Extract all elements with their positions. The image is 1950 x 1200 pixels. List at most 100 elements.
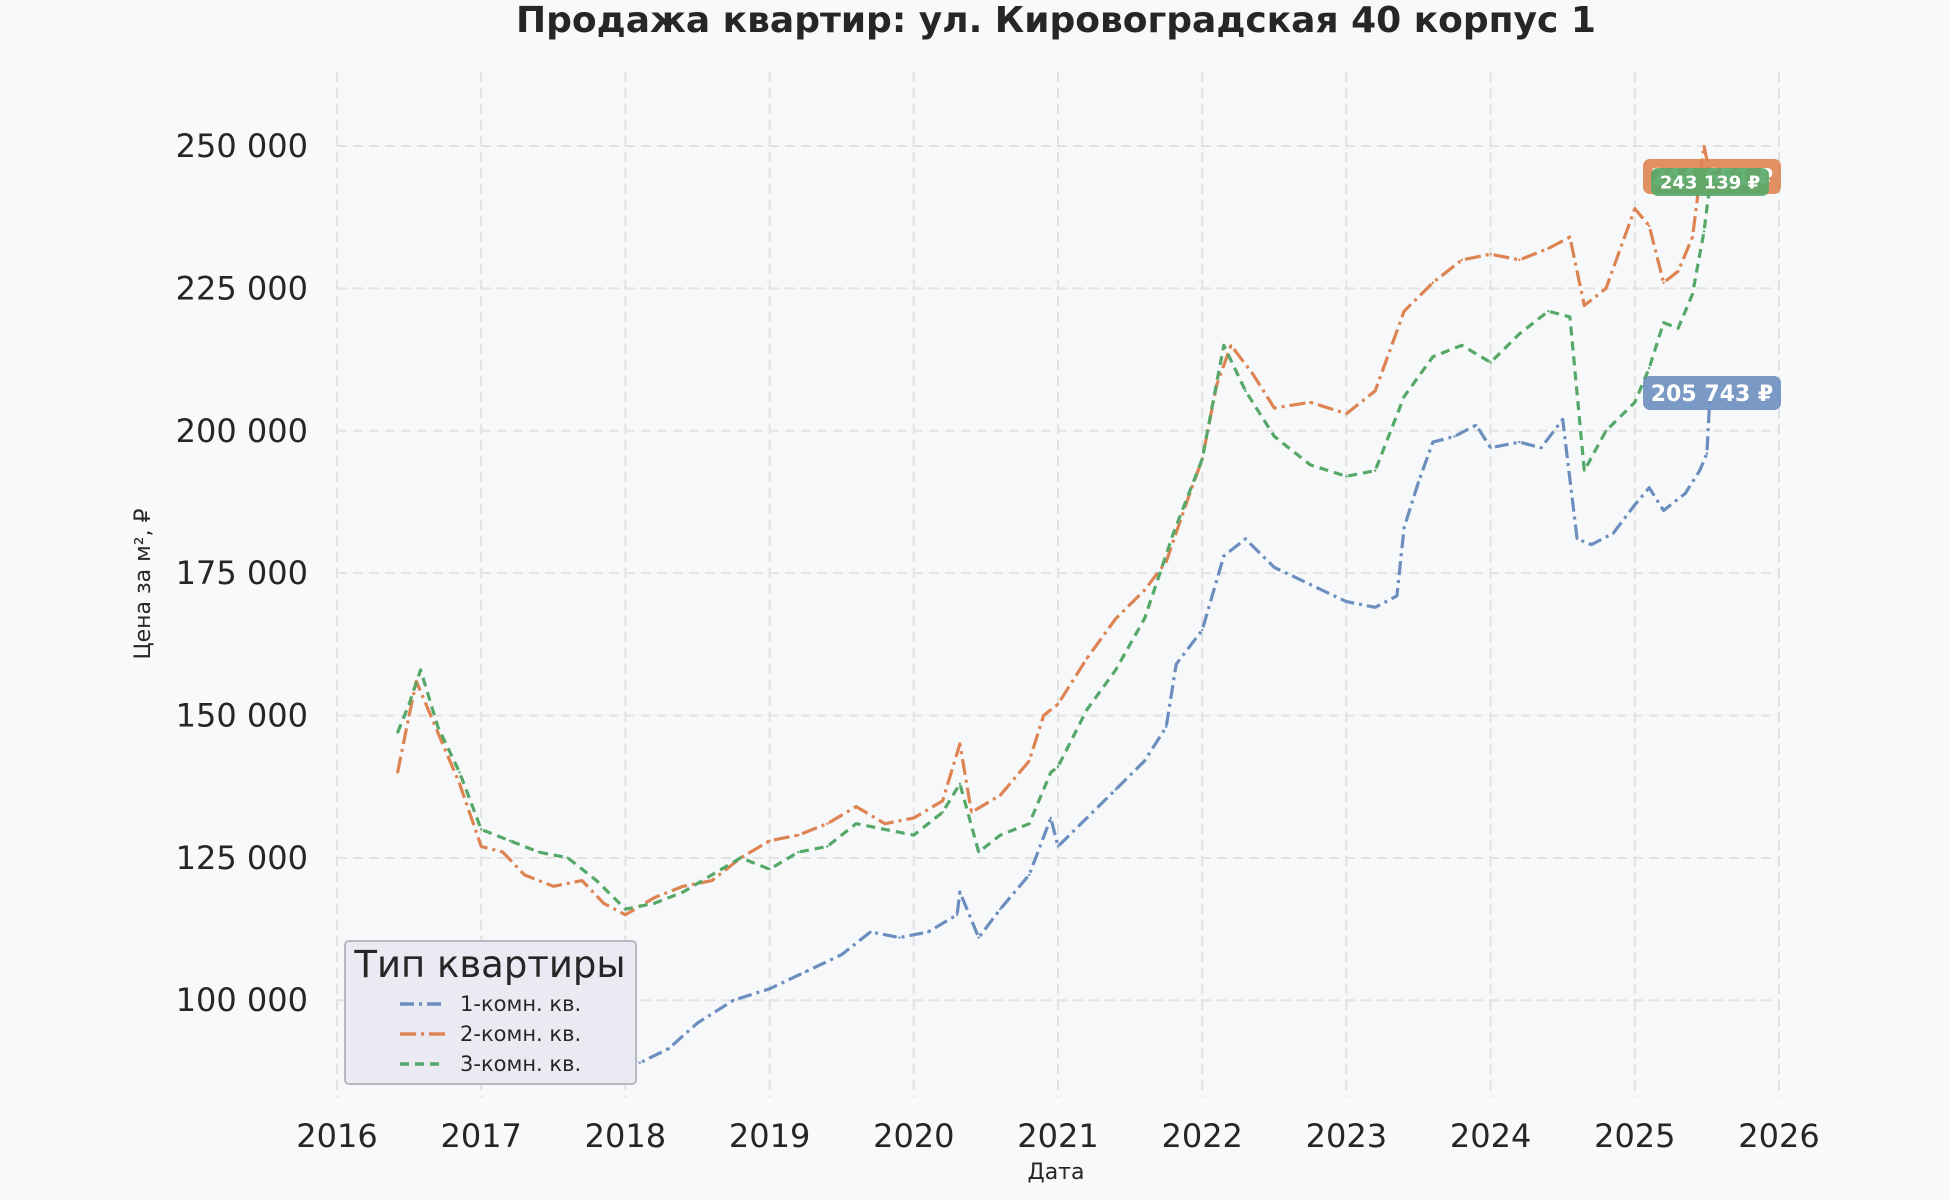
- data-point: [624, 913, 627, 916]
- data-point: [1431, 440, 1435, 444]
- data-point: [1633, 503, 1637, 506]
- data-point: [1684, 492, 1687, 495]
- end-value-label: 205 743 ₽: [1651, 382, 1773, 407]
- x-tick-label: 2024: [1450, 1117, 1531, 1155]
- end-value-badges: 244 651 ₽243 139 ₽205 743 ₽: [1643, 159, 1781, 410]
- data-point: [1028, 822, 1031, 825]
- data-point: [1309, 463, 1312, 467]
- data-point: [537, 850, 541, 854]
- data-point: [999, 833, 1002, 837]
- data-point: [523, 873, 526, 877]
- x-tick-label: 2016: [296, 1117, 377, 1155]
- data-point: [1028, 873, 1031, 877]
- data-point: [396, 771, 399, 774]
- data-point: [1345, 600, 1348, 603]
- data-point: [999, 794, 1002, 797]
- data-point: [1165, 725, 1168, 729]
- data-point: [566, 856, 569, 859]
- data-point: [624, 907, 627, 911]
- data-point: [1186, 497, 1190, 501]
- data-point: [458, 782, 461, 785]
- data-point: [436, 725, 440, 729]
- data-point: [1489, 361, 1492, 364]
- data-point: [941, 799, 944, 803]
- legend: Тип квартиры 1-комн. кв. 2-комн. кв. 3-к…: [344, 940, 637, 1085]
- data-point: [1705, 452, 1709, 455]
- data-point: [480, 828, 483, 831]
- data-point: [958, 742, 962, 746]
- tick-layer: 2016 2017 2018 2019 2020 2021 2022 2023 2024 2025…: [176, 127, 1820, 1155]
- data-point: [1374, 606, 1377, 609]
- data-point: [1244, 389, 1247, 393]
- data-point: [1056, 765, 1060, 768]
- x-tick-label: 2023: [1306, 1117, 1387, 1155]
- data-point: [854, 822, 858, 825]
- data-point: [1273, 566, 1276, 569]
- data-point: [407, 714, 411, 717]
- data-point: [1114, 788, 1117, 791]
- data-point: [1417, 480, 1420, 484]
- x-axis-label: Дата: [1028, 1160, 1085, 1185]
- data-point: [407, 702, 411, 706]
- data-point: [958, 890, 962, 894]
- data-point: [710, 873, 714, 877]
- data-point: [1085, 816, 1089, 820]
- data-point: [1590, 543, 1593, 546]
- data-point: [1702, 230, 1706, 233]
- y-tick-label: 150 000: [176, 696, 308, 734]
- data-point: [977, 936, 980, 939]
- x-tick-label: 2026: [1738, 1117, 1819, 1155]
- data-point: [1633, 207, 1637, 210]
- series-line-2-room: [396, 144, 1712, 917]
- data-point: [1547, 247, 1550, 250]
- data-point: [999, 907, 1002, 911]
- data-point: [1143, 589, 1146, 592]
- data-point: [958, 782, 962, 785]
- data-point: [681, 885, 685, 888]
- data-point: [458, 771, 461, 774]
- data-point: [1395, 594, 1399, 598]
- data-point: [1691, 235, 1694, 239]
- data-point: [840, 953, 843, 956]
- data-point: [1561, 418, 1564, 421]
- data-point: [696, 1021, 699, 1025]
- data-point: [797, 850, 800, 854]
- data-point: [804, 970, 807, 973]
- data-point: [826, 845, 829, 848]
- data-point: [1222, 344, 1226, 347]
- data-point: [1222, 554, 1226, 558]
- x-tick-label: 2025: [1594, 1117, 1675, 1155]
- data-point: [1489, 446, 1492, 449]
- data-point: [1648, 224, 1651, 227]
- data-point: [1604, 287, 1608, 290]
- data-point: [1273, 406, 1276, 410]
- y-tick-label: 225 000: [176, 269, 308, 307]
- x-tick-label: 2017: [440, 1117, 521, 1155]
- data-point: [1201, 628, 1204, 632]
- legend-label-2-room: 2-комн. кв.: [460, 1022, 581, 1046]
- data-point: [1114, 668, 1117, 672]
- data-point: [1114, 617, 1117, 620]
- end-value-badge: [1651, 168, 1769, 196]
- data-point: [1028, 759, 1031, 763]
- data-point: [1475, 423, 1478, 427]
- data-point: [1056, 702, 1060, 706]
- data-point: [1460, 258, 1464, 262]
- data-point: [1662, 321, 1665, 324]
- data-point: [436, 731, 440, 734]
- data-point: [1175, 663, 1178, 666]
- data-point: [1460, 344, 1464, 347]
- data-point: [1518, 440, 1521, 444]
- data-point: [1229, 344, 1233, 347]
- data-point: [1568, 235, 1572, 239]
- data-point: [1345, 412, 1348, 415]
- data-point: [898, 936, 901, 939]
- data-point: [508, 839, 512, 842]
- data-point: [480, 845, 483, 848]
- data-point: [869, 930, 872, 934]
- data-point: [1489, 253, 1492, 256]
- data-point: [854, 805, 858, 808]
- data-point: [1374, 389, 1377, 393]
- chart-title: Продажа квартир: ул. Кировоградская 40 к…: [516, 0, 1596, 41]
